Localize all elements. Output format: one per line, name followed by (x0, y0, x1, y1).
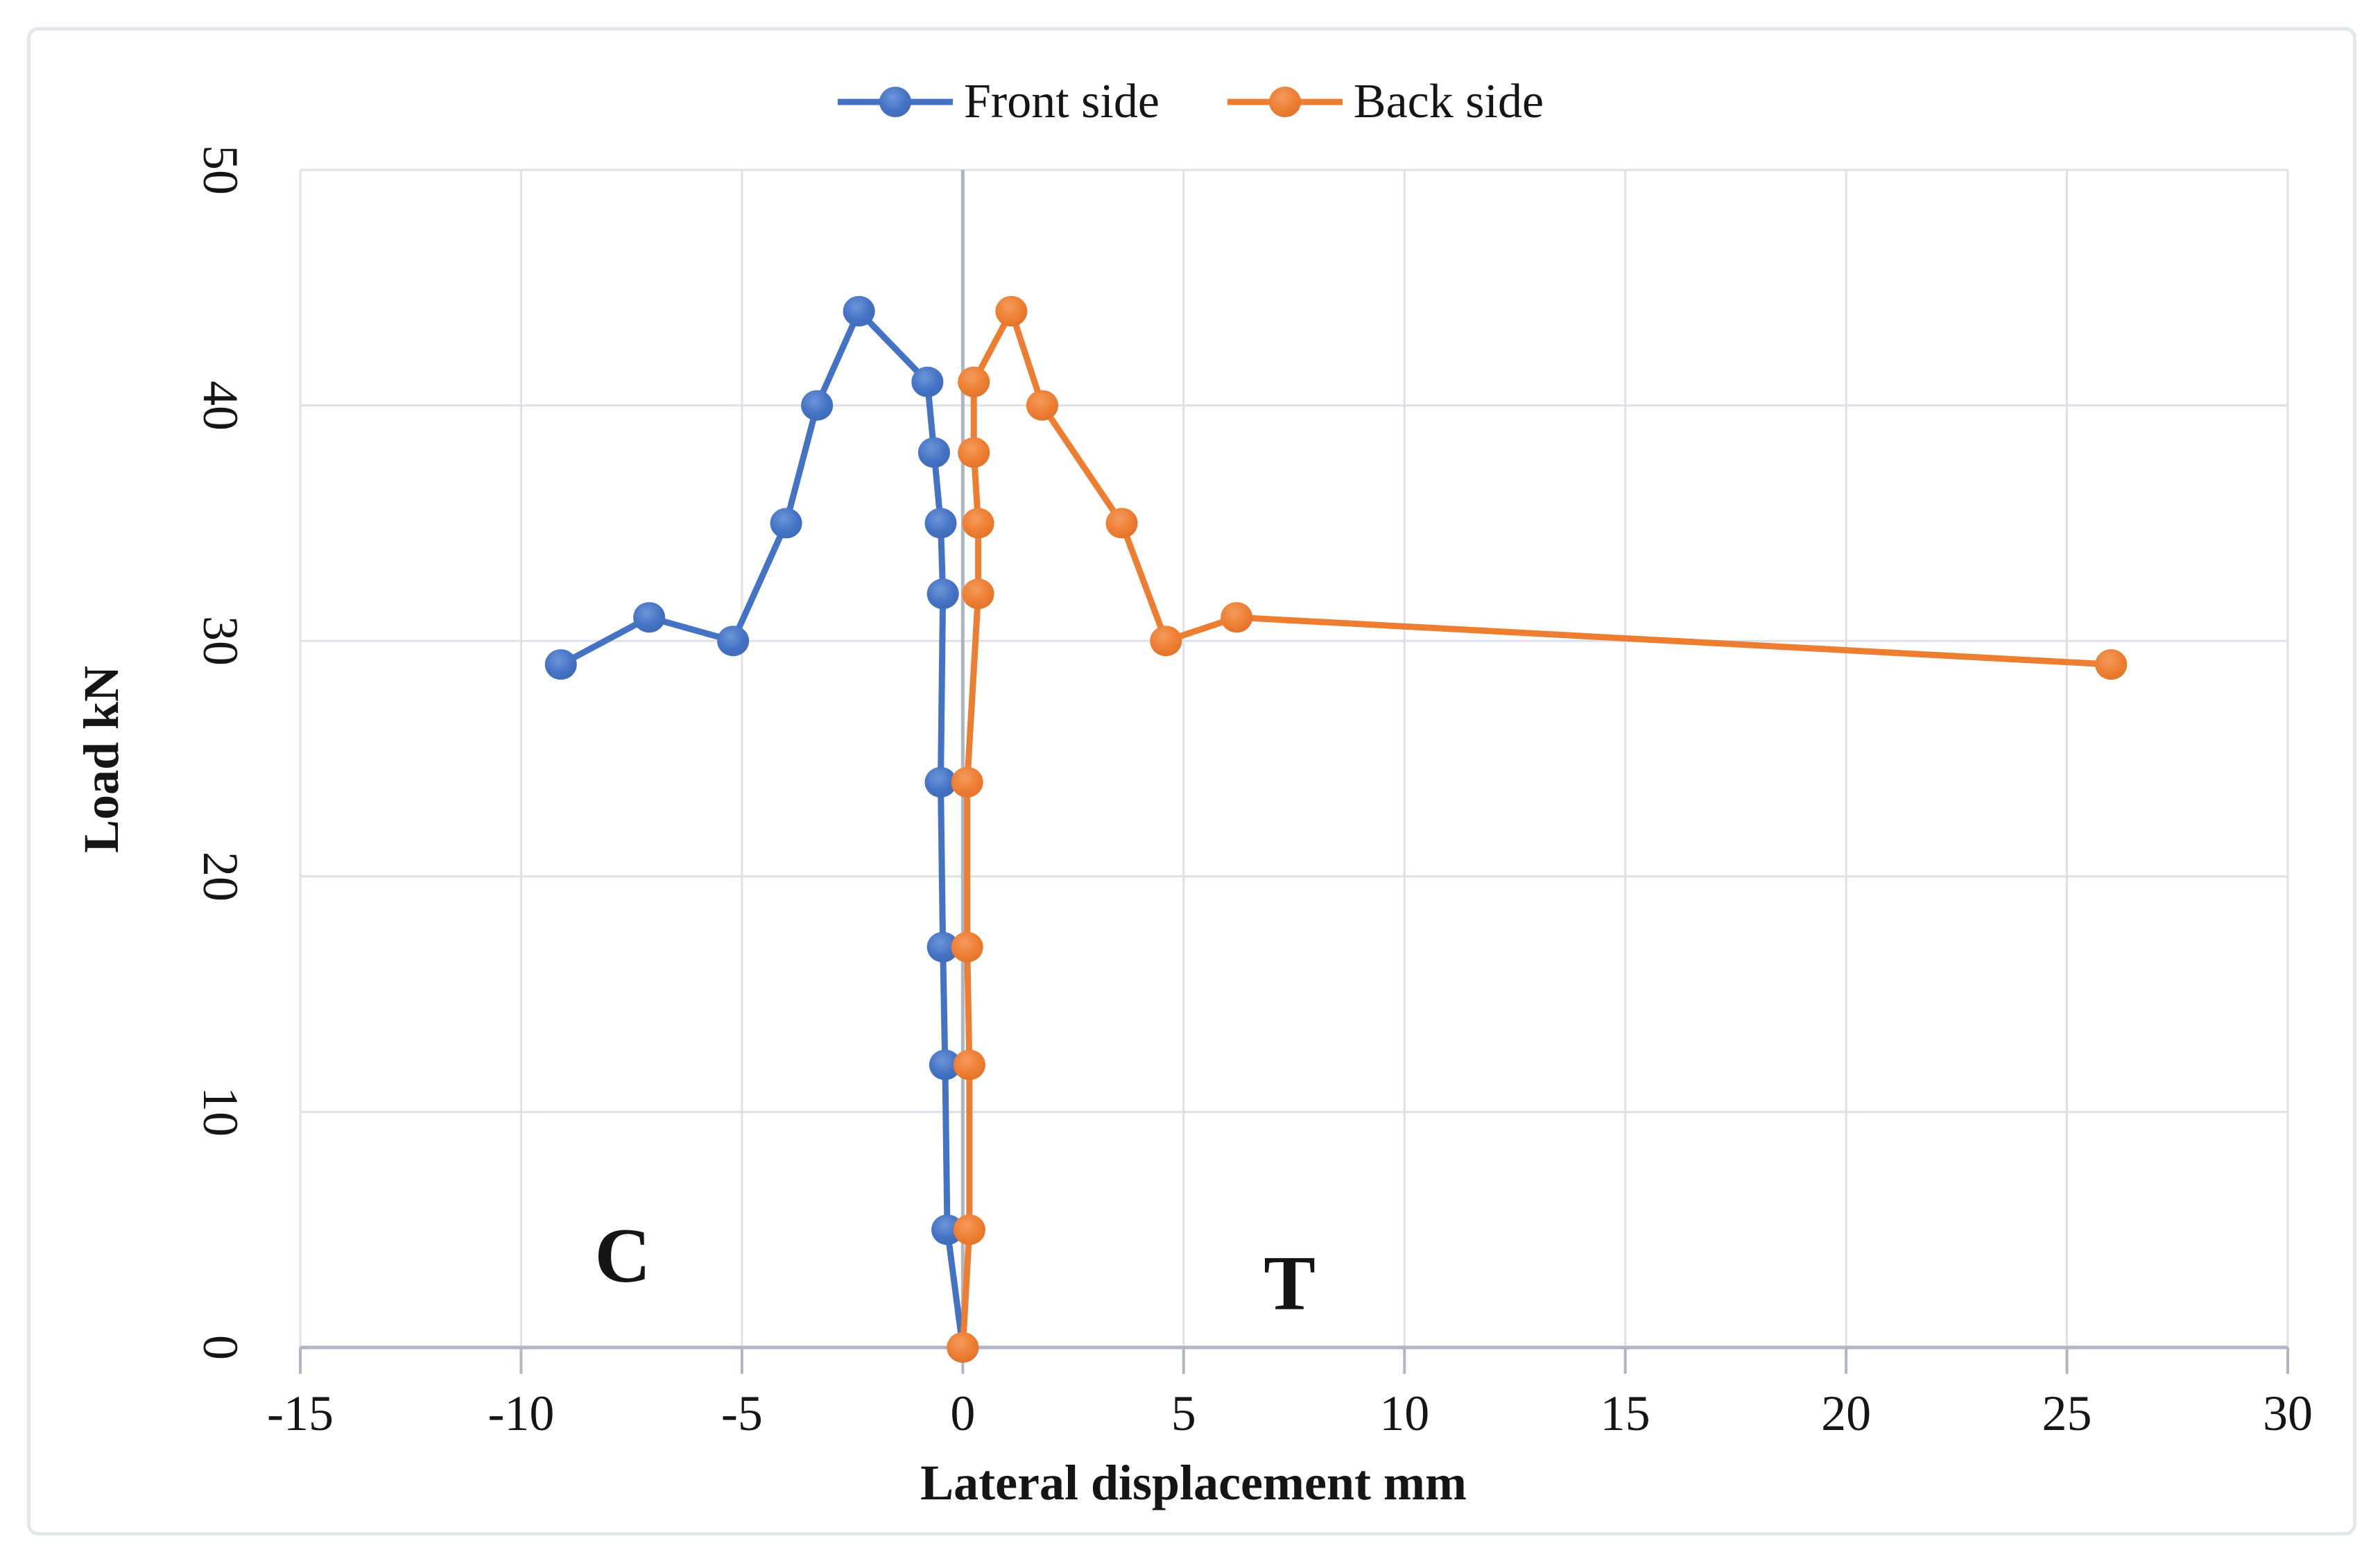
legend-item-back-side: Back side (1226, 78, 1544, 126)
data-point-back (2095, 649, 2128, 680)
annotation-C: C (594, 1212, 651, 1299)
legend-item-front-side: Front side (836, 78, 1159, 126)
data-point-back (995, 295, 1028, 327)
data-point-front (633, 602, 666, 633)
series-line-front (558, 308, 966, 1351)
data-point-back (962, 508, 994, 539)
data-point-front (544, 649, 577, 680)
data-point-back (958, 437, 990, 468)
x-tick-label: 20 (1821, 1386, 1872, 1441)
data-point-front (801, 390, 834, 421)
x-tick-label: 25 (2042, 1386, 2092, 1441)
data-point-front (926, 578, 959, 610)
data-point-front (924, 508, 957, 539)
legend-marker-icon (837, 87, 953, 117)
x-tick-label: 0 (950, 1386, 976, 1441)
legend: Front side Back side (0, 64, 2380, 140)
data-point-front (717, 626, 750, 657)
data-point-front (931, 1214, 964, 1246)
data-point-front (770, 508, 802, 539)
chart-border (27, 27, 2356, 1535)
x-tick-label: 10 (1379, 1386, 1430, 1441)
data-point-back (953, 1214, 985, 1246)
data-point-front (911, 366, 944, 397)
x-tick-label: 15 (1600, 1386, 1650, 1441)
y-tick-label: 40 (193, 380, 248, 431)
x-tick-label: -5 (721, 1386, 763, 1441)
data-point-back (958, 366, 990, 397)
y-tick-label: 30 (193, 616, 248, 666)
data-point-front (843, 295, 875, 327)
x-tick-label: -10 (488, 1386, 555, 1441)
legend-label: Back side (1353, 75, 1544, 128)
x-tick-label: 5 (1171, 1386, 1196, 1441)
legend-marker-icon (1227, 87, 1343, 117)
x-axis-title: Lateral displacement mm (920, 1455, 1467, 1510)
data-point-back (947, 1332, 979, 1363)
data-point-back (1221, 602, 1253, 633)
data-point-back (951, 931, 983, 963)
data-point-front (917, 437, 950, 468)
data-point-back (1026, 390, 1058, 421)
y-tick-label: 10 (193, 1087, 248, 1137)
data-point-back (1150, 626, 1182, 657)
x-tick-label: -15 (267, 1386, 334, 1441)
annotation-T: T (1264, 1241, 1316, 1327)
data-point-front (926, 931, 959, 963)
data-point-back (953, 1049, 985, 1080)
data-point-back (951, 766, 983, 798)
y-tick-label: 0 (193, 1335, 248, 1360)
series-line-back (959, 308, 2114, 1351)
legend-label: Front side (963, 75, 1159, 128)
data-point-front (929, 1049, 961, 1080)
data-point-back (1105, 508, 1138, 539)
x-tick-label: 30 (2263, 1386, 2313, 1441)
y-tick-label: 20 (193, 851, 248, 902)
data-point-back (962, 578, 994, 610)
y-axis-title: Load kN (74, 665, 129, 854)
y-tick-label: 50 (193, 145, 248, 195)
data-point-front (924, 766, 957, 798)
